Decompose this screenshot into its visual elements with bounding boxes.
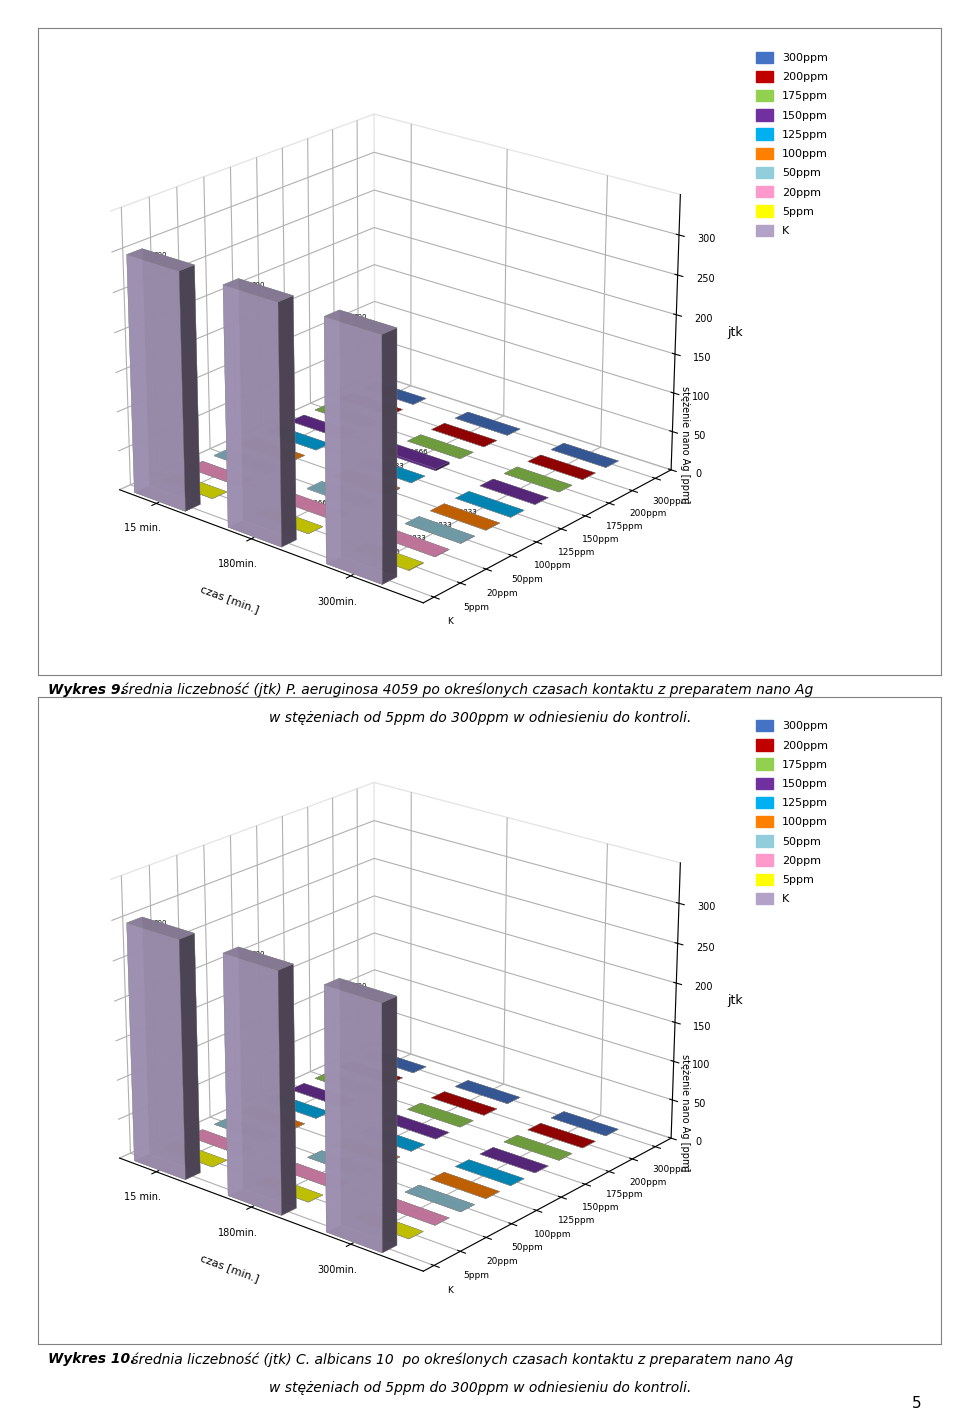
- Text: stężenie nano Ag [ppm]: stężenie nano Ag [ppm]: [680, 385, 689, 503]
- Text: średnia liczebność (jtk) C. albicans 10  po określonych czasach kontaktu z prepa: średnia liczebność (jtk) C. albicans 10 …: [127, 1352, 793, 1367]
- Legend: 300ppm, 200ppm, 175ppm, 150ppm, 125ppm, 100ppm, 50ppm, 20ppm, 5ppm, K: 300ppm, 200ppm, 175ppm, 150ppm, 125ppm, …: [754, 48, 831, 239]
- Text: Wykres 9.: Wykres 9.: [48, 683, 126, 697]
- Text: stężenie nano Ag [ppm]: stężenie nano Ag [ppm]: [680, 1054, 689, 1172]
- X-axis label: czas [min.]: czas [min.]: [199, 1253, 260, 1284]
- Text: Wykres 10.: Wykres 10.: [48, 1352, 135, 1367]
- X-axis label: czas [min.]: czas [min.]: [199, 584, 260, 616]
- Text: średnia liczebność (jtk) P. aeruginosa 4059 po określonych czasach kontaktu z pr: średnia liczebność (jtk) P. aeruginosa 4…: [117, 683, 813, 697]
- Text: w stężeniach od 5ppm do 300ppm w odniesieniu do kontroli.: w stężeniach od 5ppm do 300ppm w odniesi…: [269, 1381, 691, 1395]
- Legend: 300ppm, 200ppm, 175ppm, 150ppm, 125ppm, 100ppm, 50ppm, 20ppm, 5ppm, K: 300ppm, 200ppm, 175ppm, 150ppm, 125ppm, …: [754, 717, 831, 907]
- Text: 5: 5: [912, 1395, 922, 1411]
- Text: w stężeniach od 5ppm do 300ppm w odniesieniu do kontroli.: w stężeniach od 5ppm do 300ppm w odniesi…: [269, 711, 691, 725]
